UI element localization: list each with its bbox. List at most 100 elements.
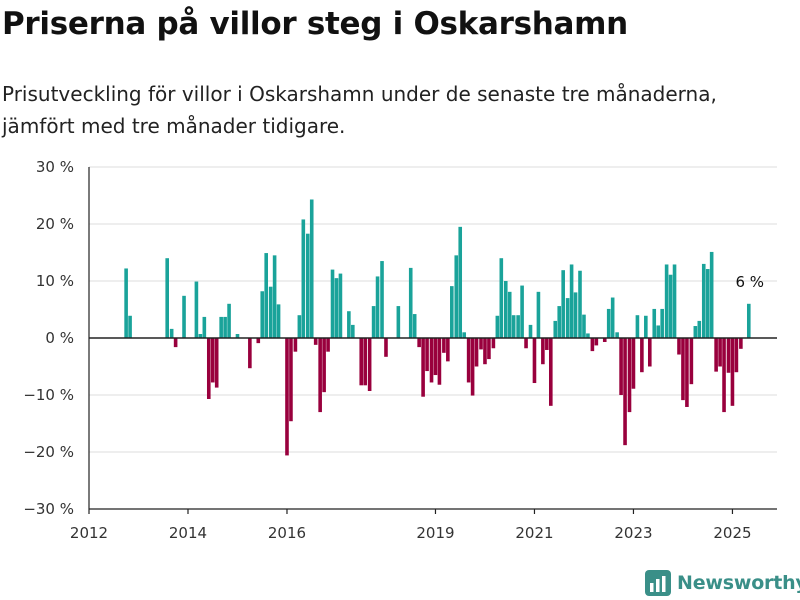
bar [528, 324, 533, 338]
bar [305, 233, 310, 338]
y-axis-ticks: 30 % 20 % 10 % 0 % −10 % −20 % −30 % [23, 158, 74, 518]
bar [330, 269, 335, 338]
bar [569, 264, 574, 338]
axes [88, 167, 777, 510]
bar [746, 303, 751, 338]
bar [128, 315, 132, 338]
x-tick-label: 2021 [515, 524, 553, 542]
bar [726, 338, 731, 373]
bar [685, 338, 689, 407]
bar [602, 338, 607, 342]
bar [442, 338, 446, 353]
bar [165, 258, 169, 338]
bar [182, 295, 186, 338]
bar [664, 264, 669, 338]
bar [412, 314, 417, 338]
bar [681, 338, 685, 401]
bar [697, 320, 702, 338]
bar [709, 251, 714, 338]
bar [425, 338, 429, 372]
bar [561, 270, 565, 338]
bar [635, 315, 640, 338]
bar [672, 264, 677, 338]
bar [347, 311, 351, 338]
bar [507, 291, 512, 338]
x-tick-label: 2012 [70, 524, 108, 542]
x-tick-label: 2023 [614, 524, 652, 542]
y-tick-label: 0 % [45, 329, 74, 347]
bar [289, 338, 293, 422]
bar [326, 338, 330, 352]
bar [668, 274, 673, 338]
bar [293, 338, 298, 352]
bar [380, 261, 384, 338]
bar [660, 308, 664, 338]
y-tick-label: 10 % [36, 272, 74, 290]
bar [656, 325, 661, 338]
bar [202, 316, 207, 338]
chart-title: Priserna på villor steg i Oskarshamn [2, 6, 628, 42]
bar [264, 253, 268, 338]
bar [615, 332, 619, 338]
bar [268, 286, 273, 338]
bar [701, 263, 706, 338]
bar [586, 333, 590, 338]
bar [433, 338, 438, 376]
bar [198, 334, 203, 338]
bar [565, 298, 570, 338]
bar [359, 338, 364, 386]
x-tick-label: 2016 [268, 524, 306, 542]
bar [421, 338, 425, 397]
y-tick-label: 20 % [36, 215, 74, 233]
bar [499, 258, 504, 338]
bar [351, 324, 355, 338]
bar [470, 338, 475, 396]
bar [219, 316, 223, 338]
bar [206, 338, 211, 399]
bar [573, 292, 578, 338]
bar [408, 267, 413, 338]
bar [640, 338, 644, 373]
bar [124, 268, 128, 338]
bar [495, 315, 500, 338]
bar [367, 338, 372, 392]
bar [338, 273, 343, 338]
bar [730, 338, 735, 406]
bar [272, 255, 277, 338]
bar [322, 338, 326, 393]
bar [474, 338, 479, 367]
bar [466, 338, 471, 383]
bar [705, 269, 710, 338]
newsworthy-logo-text: Newsworthy [677, 572, 800, 594]
bar [227, 303, 231, 338]
bar [363, 338, 367, 386]
bar [223, 316, 227, 338]
bar [318, 338, 322, 413]
newsworthy-logo-icon [645, 570, 671, 596]
bars [124, 199, 751, 456]
y-tick-label: −10 % [23, 386, 74, 404]
bar [450, 286, 454, 338]
y-tick-label: −30 % [23, 500, 74, 518]
bar [557, 306, 562, 338]
bar [578, 270, 582, 338]
bar [532, 338, 537, 384]
x-tick-label: 2019 [416, 524, 454, 542]
bar [210, 338, 215, 383]
bar [375, 276, 380, 338]
bar [545, 338, 549, 350]
bar [334, 278, 339, 338]
bar [417, 338, 421, 348]
bar [285, 338, 289, 456]
bar [677, 338, 681, 355]
bar [606, 308, 611, 338]
bar [396, 306, 401, 338]
bar [739, 338, 743, 349]
bar [384, 338, 388, 357]
bar [169, 328, 174, 338]
bar [214, 338, 219, 388]
newsworthy-logo: Newsworthy [645, 567, 800, 599]
bar [256, 338, 261, 344]
bar [503, 281, 508, 338]
